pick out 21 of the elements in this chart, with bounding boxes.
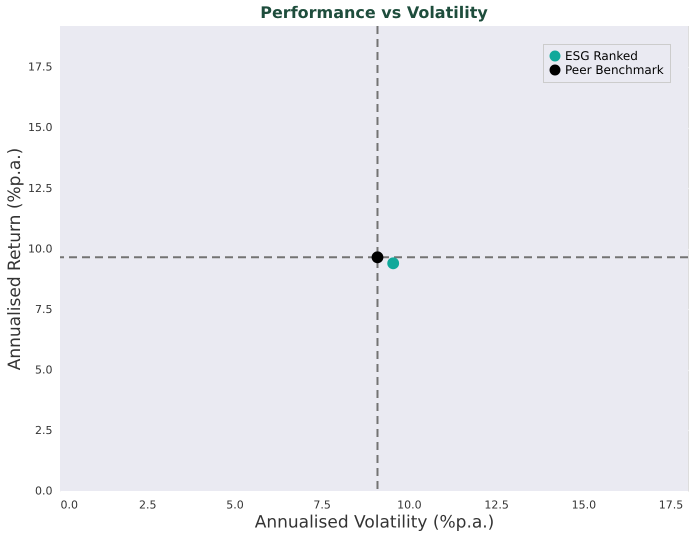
x-tick-label: 17.5	[658, 498, 684, 512]
x-tick-label: 7.5	[313, 498, 331, 512]
y-tick-label: 15.0	[28, 121, 52, 134]
y-tick-label: 7.5	[35, 302, 52, 316]
y-tick-label: 2.5	[35, 424, 52, 437]
y-axis-title: Annualised Return (%p.a.)	[5, 148, 26, 370]
y-tick-label: 10.0	[28, 242, 52, 256]
legend-label: Peer Benchmark	[565, 63, 664, 77]
x-tick-label: 5.0	[226, 498, 244, 512]
legend-label: ESG Ranked	[565, 49, 638, 63]
x-tick-label: 0.0	[60, 498, 78, 512]
x-tick-label: 12.5	[484, 498, 509, 512]
x-tick-label: 2.5	[138, 498, 156, 512]
chart-title: Performance vs Volatility	[260, 3, 488, 22]
x-tick-label: 15.0	[572, 498, 596, 512]
y-tick-label: 5.0	[35, 363, 52, 376]
y-tick-label: 12.5	[28, 182, 52, 195]
y-tick-label: 0.0	[35, 484, 52, 498]
x-axis-title: Annualised Volatility (%p.a.)	[254, 512, 494, 532]
y-tick-label: 17.5	[28, 60, 52, 74]
x-tick-label: 10.0	[397, 498, 422, 512]
